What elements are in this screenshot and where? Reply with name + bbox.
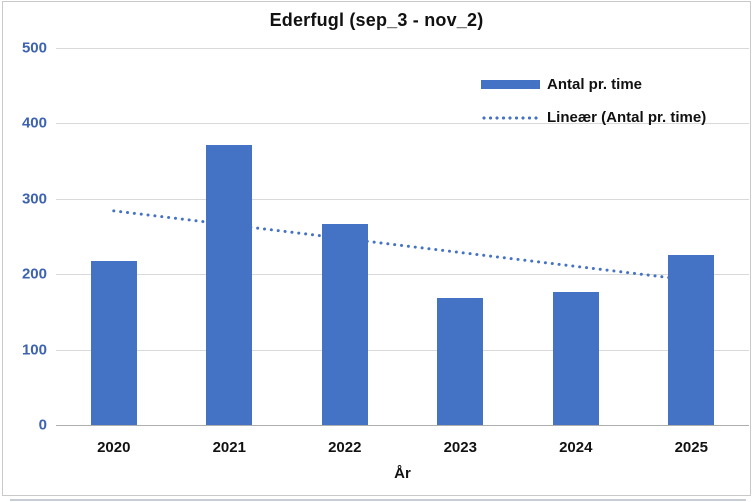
bar-2021[interactable]	[206, 144, 253, 425]
legend-label-bars: Antal pr. time	[547, 75, 643, 93]
trendline-path[interactable]	[112, 209, 693, 282]
plot-area[interactable]	[56, 48, 749, 426]
legend-item-bars[interactable]: Antal pr. time	[481, 75, 706, 94]
chart-area[interactable]: Ederfugl (sep_3 - nov_2) 0 100 200 300 400 50…	[2, 1, 751, 496]
gridline-500	[56, 48, 749, 49]
x-tick-label-2024: 2024	[559, 439, 593, 456]
y-tick-label-300: 300	[21, 190, 47, 208]
legend-item-trendline[interactable]: Lineær (Antal pr. time)	[481, 108, 706, 127]
x-axis-baseline	[56, 425, 749, 426]
bar-2020[interactable]	[90, 261, 137, 425]
bar-2025[interactable]	[668, 254, 715, 425]
x-axis-title: År	[394, 465, 411, 482]
bar-2022[interactable]	[321, 223, 368, 425]
bottom-edge-line	[10, 499, 746, 501]
bar-2023[interactable]	[437, 298, 484, 425]
y-tick-label-200: 200	[21, 265, 47, 283]
bar-2024[interactable]	[552, 292, 599, 425]
y-axis-labels: 0 100 200 300 400 500	[3, 41, 47, 433]
dotted-line-swatch-icon	[481, 115, 540, 120]
gridline-400	[56, 123, 749, 125]
y-tick-label-500: 500	[21, 39, 47, 57]
x-tick-label-2020: 2020	[97, 439, 131, 456]
gridline-200	[56, 274, 749, 276]
x-tick-label-2025: 2025	[674, 439, 708, 456]
bar-swatch-icon	[481, 80, 540, 89]
y-tick-label-0: 0	[38, 416, 47, 434]
x-tick-label-2022: 2022	[328, 439, 362, 456]
y-tick-label-400: 400	[21, 114, 47, 132]
x-axis-labels: 2020 2021 2022 2023 2024 2025	[56, 439, 749, 456]
x-tick-label-2023: 2023	[443, 439, 477, 456]
gridline-300	[56, 198, 749, 200]
x-tick-label-2021: 2021	[212, 439, 246, 456]
legend-label-trendline: Lineær (Antal pr. time)	[547, 108, 707, 126]
chart-title[interactable]: Ederfugl (sep_3 - nov_2)	[269, 10, 484, 30]
legend[interactable]: Antal pr. time Lineær (Antal pr. time)	[481, 75, 706, 127]
y-tick-label-100: 100	[21, 341, 47, 359]
gridline-100	[56, 349, 749, 351]
